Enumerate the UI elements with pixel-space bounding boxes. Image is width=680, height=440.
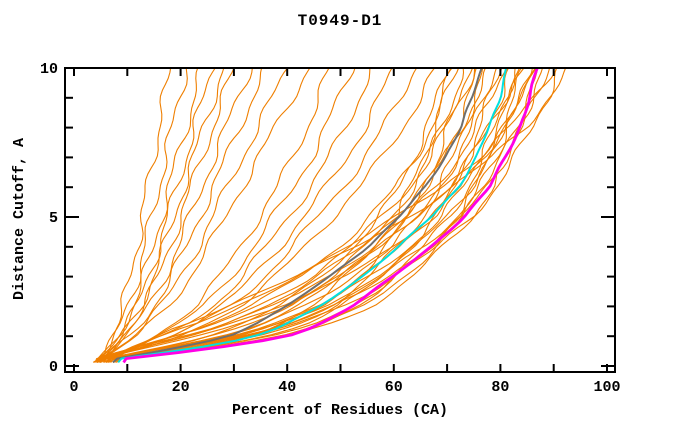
- series-model-30: [112, 67, 503, 363]
- series-model-14: [99, 67, 393, 363]
- series-reference-gray: [112, 67, 483, 364]
- series-model-34: [116, 67, 544, 363]
- series-model-40: [97, 67, 536, 363]
- x-tick-label-80: 80: [491, 379, 509, 396]
- series-model-10: [96, 67, 311, 363]
- series-model-05: [96, 67, 225, 363]
- series-model-36: [94, 67, 476, 363]
- x-tick-label-60: 60: [385, 379, 403, 396]
- series-model-42: [106, 67, 567, 363]
- series-model-39: [96, 67, 520, 363]
- series-model-41: [105, 67, 558, 363]
- series-model-08: [96, 67, 263, 363]
- series-model-13: [99, 67, 371, 363]
- x-tick-label-0: 0: [69, 379, 78, 396]
- series-model-16: [99, 67, 435, 363]
- series-model-38: [96, 67, 509, 363]
- series-model-22: [105, 67, 525, 363]
- y-tick-label-10: 10: [40, 61, 58, 78]
- x-tick-label-40: 40: [278, 379, 296, 396]
- series-model-11: [98, 67, 330, 363]
- series-highlight-cyan-model: [117, 67, 508, 364]
- series-model-20: [103, 67, 497, 363]
- series-highlight-magenta-model: [122, 67, 539, 364]
- series-model-03: [96, 67, 199, 363]
- series-model-12: [99, 67, 356, 363]
- y-tick-label-0: 0: [49, 359, 58, 376]
- series-model-35: [92, 67, 460, 363]
- series-model-18: [100, 67, 465, 363]
- series-model-09: [96, 67, 288, 363]
- series-model-33: [115, 67, 537, 363]
- x-axis-label: Percent of Residues (CA): [231, 402, 449, 419]
- chart-title: T0949-D1: [297, 12, 383, 30]
- series-model-04: [96, 67, 216, 363]
- series-model-02: [96, 67, 188, 363]
- series-model-15: [99, 67, 418, 363]
- series-model-01: [96, 67, 172, 363]
- series-model-07: [96, 67, 253, 363]
- series-model-24: [107, 67, 539, 363]
- x-tick-label-100: 100: [593, 379, 620, 396]
- series-model-29: [110, 67, 484, 363]
- y-tick-label-5: 5: [49, 210, 58, 227]
- series-model-17: [99, 67, 452, 363]
- x-tick-label-20: 20: [172, 379, 190, 396]
